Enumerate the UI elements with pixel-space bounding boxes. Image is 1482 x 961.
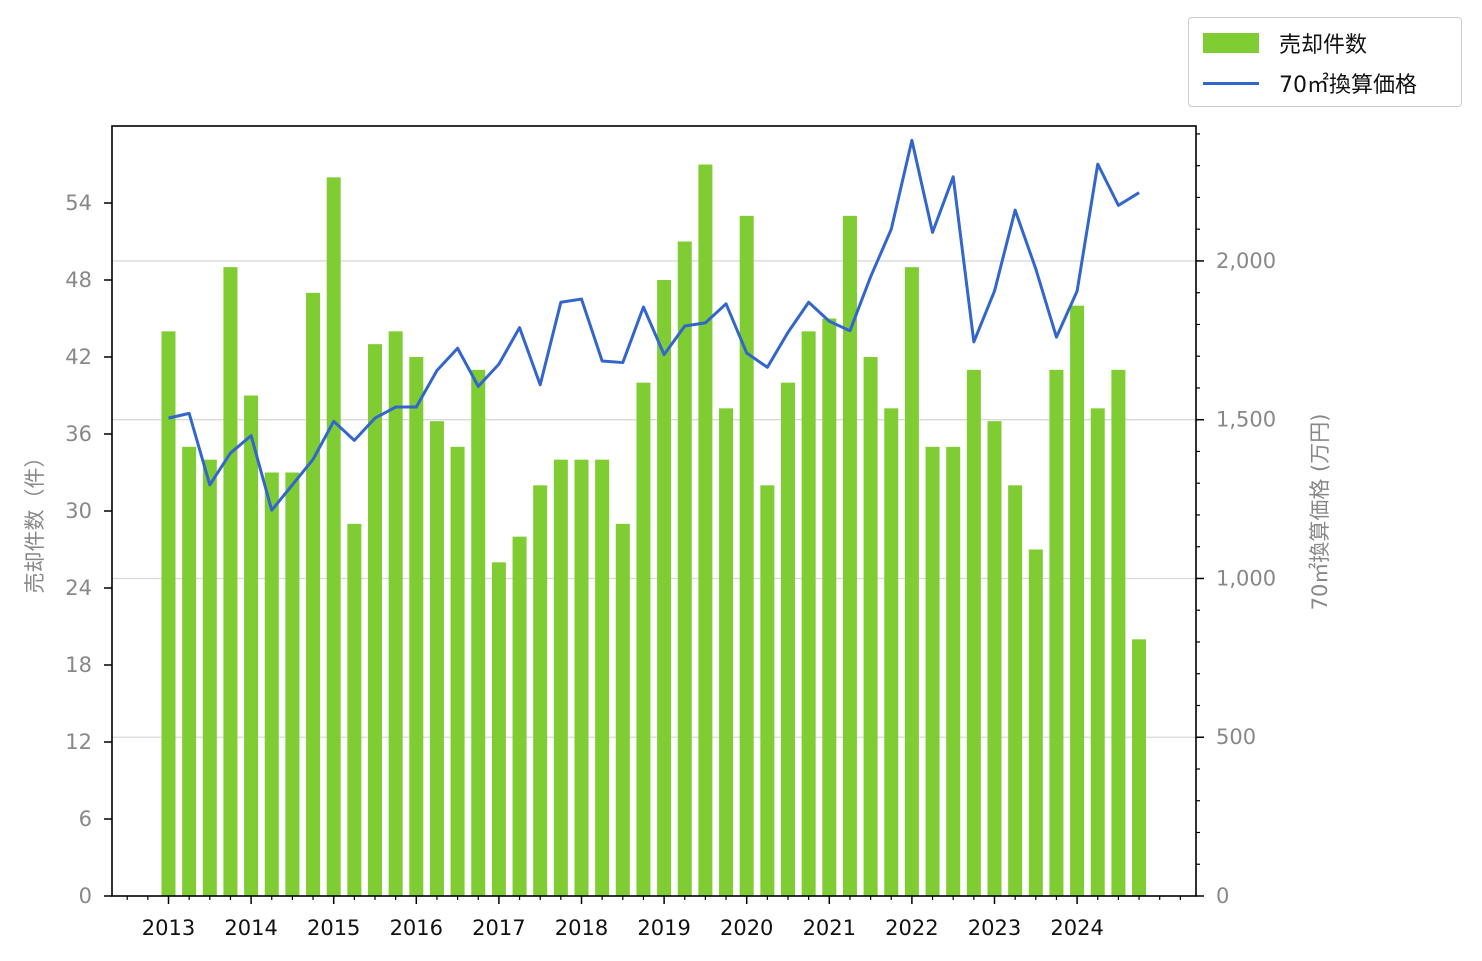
x-tick-label: 2022 (885, 916, 938, 940)
bar (987, 421, 1002, 896)
bar (306, 292, 321, 896)
legend-swatch-bar (1203, 33, 1259, 53)
bar (574, 459, 589, 896)
x-tick-label: 2020 (720, 916, 773, 940)
x-tick-label: 2017 (472, 916, 525, 940)
bar (429, 421, 444, 896)
right-tick-label: 2,000 (1216, 249, 1276, 273)
bar (347, 523, 362, 896)
bar (409, 357, 424, 896)
right-axis-title: 70㎡換算価格 (万円) (1308, 414, 1332, 611)
bar (533, 485, 548, 896)
right-tick-label: 500 (1216, 725, 1256, 749)
bar (636, 382, 651, 897)
x-tick-label: 2021 (803, 916, 856, 940)
x-tick-label: 2014 (224, 916, 277, 940)
bar (223, 267, 238, 897)
bar (450, 446, 465, 896)
legend-label-bar: 売却件数 (1279, 33, 1368, 58)
bar (471, 369, 486, 896)
right-tick-label: 0 (1216, 884, 1229, 908)
legend-swatch-line (1203, 81, 1259, 85)
bar-series (161, 164, 1147, 897)
bar (677, 241, 692, 896)
bar (698, 164, 713, 896)
right-tick-label: 1,500 (1216, 408, 1276, 432)
legend-item-bar: 売却件数 (1203, 26, 1367, 60)
left-tick-label: 42 (65, 345, 92, 369)
left-tick-label: 0 (79, 884, 92, 908)
left-tick-label: 30 (65, 499, 92, 523)
left-tick-label: 48 (65, 268, 92, 292)
legend: 売却件数 70㎡換算価格 (1188, 17, 1462, 107)
bar (760, 485, 775, 896)
bar (925, 446, 940, 896)
bar (657, 280, 672, 896)
bar (264, 472, 279, 896)
bar (388, 331, 403, 896)
bar (1111, 369, 1126, 896)
price-line (168, 138, 1140, 512)
left-tick-label: 54 (65, 191, 92, 215)
bar (202, 459, 217, 896)
left-tick-label: 6 (79, 807, 92, 831)
x-axis: 2013 2014 2015 2016 2017 2018 2019 2020 2021 2022… (126, 896, 1181, 940)
bar (161, 331, 176, 896)
bar (822, 318, 837, 896)
right-axis: 0 500 1,000 1,500 2,000 (1196, 133, 1276, 908)
bar (182, 446, 197, 896)
left-axis-title: 売却件数（件） (23, 447, 47, 594)
bar (491, 562, 506, 896)
bar (1049, 369, 1064, 896)
bar (1070, 305, 1085, 897)
bar (1008, 485, 1023, 896)
x-tick-label: 2016 (390, 916, 443, 940)
left-axis: 0 6 12 18 24 30 36 42 48 54 (65, 191, 112, 908)
bar (904, 267, 919, 897)
bar (781, 382, 795, 897)
left-tick-label: 24 (65, 576, 92, 600)
x-tick-label: 2013 (142, 916, 195, 940)
bar (512, 536, 527, 896)
bar (966, 369, 981, 896)
bar (326, 177, 341, 897)
bar (553, 459, 568, 896)
left-tick-label: 12 (65, 730, 92, 754)
x-tick-label: 2018 (555, 916, 608, 940)
bar (1090, 408, 1105, 896)
x-tick-label: 2024 (1050, 916, 1103, 940)
bar (842, 215, 857, 897)
x-tick-label: 2019 (637, 916, 690, 940)
bar (863, 357, 878, 896)
left-tick-label: 36 (65, 422, 92, 446)
bar (615, 523, 630, 896)
bar (801, 331, 816, 896)
bar (946, 446, 961, 896)
bar (244, 395, 259, 896)
legend-label-line: 70㎡換算価格 (1279, 73, 1417, 98)
bar (1132, 639, 1147, 896)
bar (595, 459, 610, 896)
right-tick-label: 1,000 (1216, 566, 1276, 590)
legend-item-line: 70㎡換算価格 (1203, 66, 1417, 100)
bar (739, 215, 754, 897)
bar (285, 472, 300, 896)
bar (1028, 549, 1043, 896)
bar (368, 344, 382, 897)
bar (719, 408, 734, 896)
line-series (168, 138, 1140, 512)
x-tick-label: 2023 (968, 916, 1021, 940)
left-tick-label: 18 (65, 653, 92, 677)
x-tick-label: 2015 (307, 916, 360, 940)
bar (884, 408, 899, 896)
